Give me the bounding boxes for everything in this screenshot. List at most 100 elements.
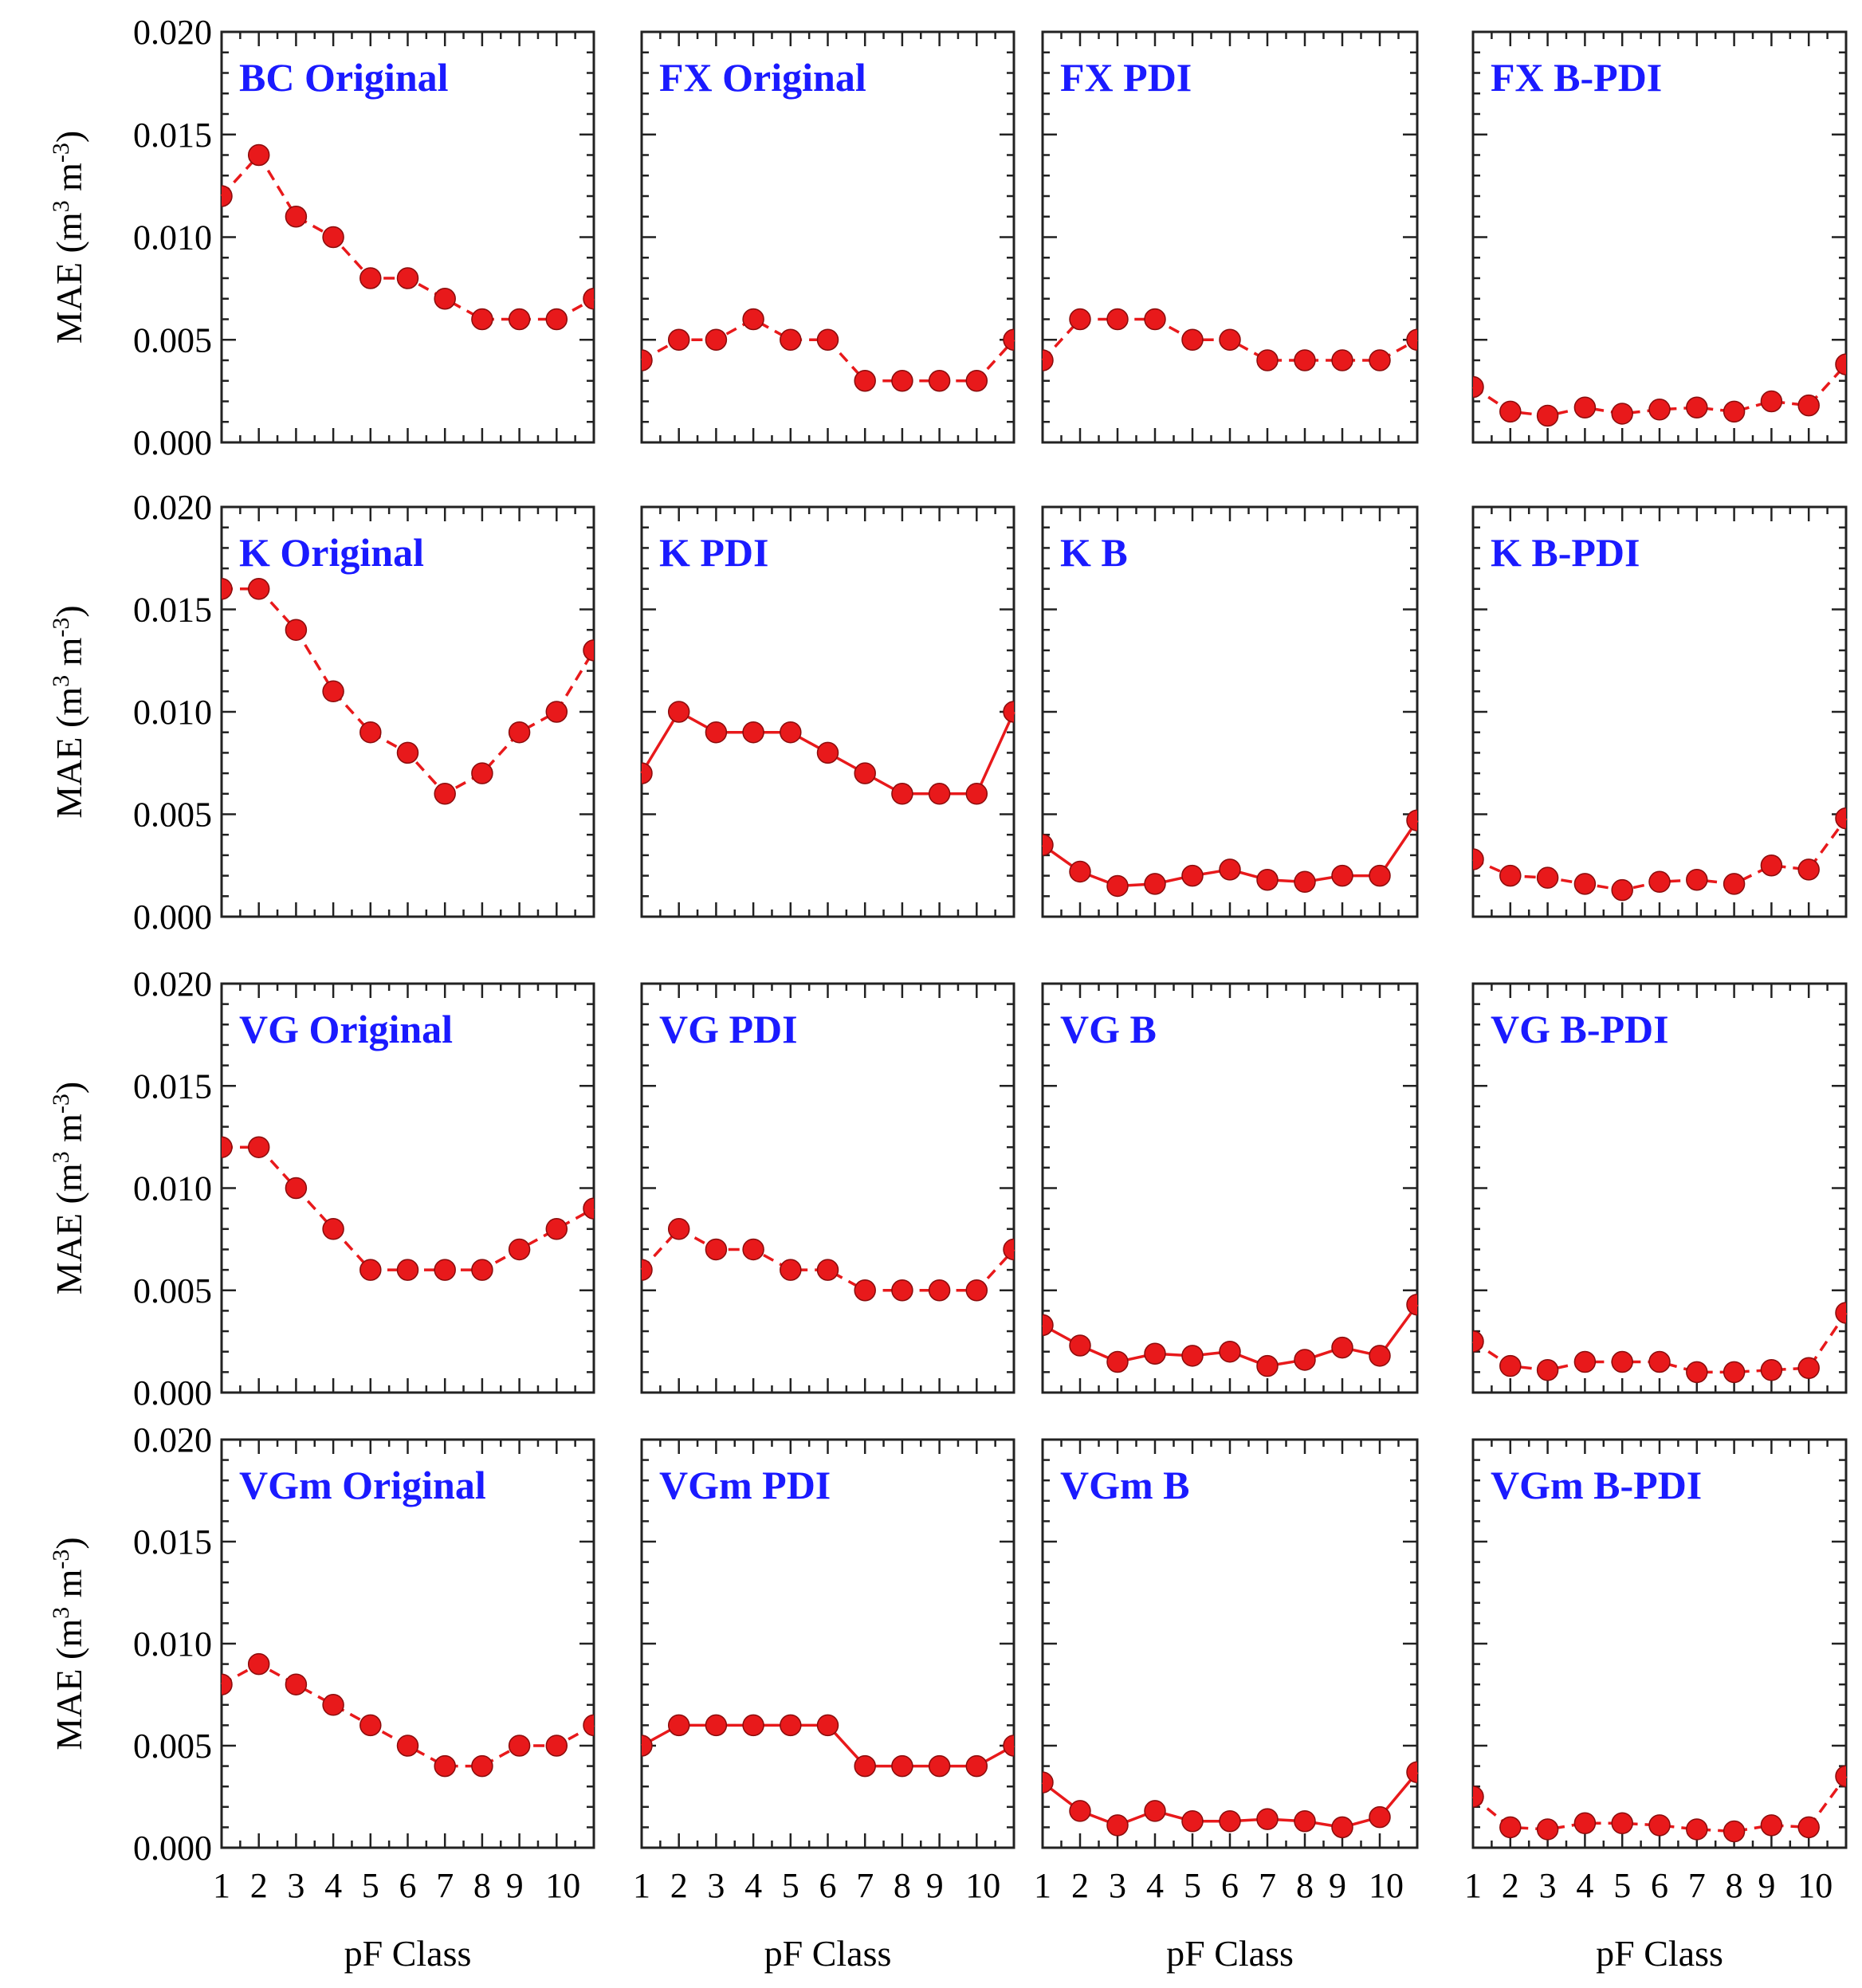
data-point xyxy=(1611,1812,1633,1835)
data-point xyxy=(780,721,802,744)
x-tick-label: 6 xyxy=(819,1866,837,1905)
x-ticks xyxy=(1041,32,1419,442)
data-point xyxy=(667,701,690,723)
data-point xyxy=(1797,1816,1820,1839)
panel-title: FX PDI xyxy=(1060,55,1192,100)
x-tick-label: 2 xyxy=(250,1866,268,1905)
x-tick-label: 2 xyxy=(670,1866,688,1905)
data-point xyxy=(1256,1354,1279,1377)
data-point xyxy=(1256,868,1279,891)
data-point xyxy=(816,741,839,764)
markers xyxy=(1473,1765,1846,1843)
data-point xyxy=(1369,349,1391,371)
y-axis-label-sup2: -3 xyxy=(48,618,74,638)
x-tick-label: 1 xyxy=(1034,1866,1051,1905)
data-point xyxy=(1573,873,1597,895)
data-point xyxy=(583,639,594,662)
y-tick-label: 0.015 xyxy=(133,591,212,630)
data-point xyxy=(545,308,568,331)
data-point xyxy=(1331,1336,1353,1359)
data-point xyxy=(285,619,308,641)
data-point xyxy=(928,1279,951,1302)
data-point xyxy=(1219,328,1241,351)
x-tick-label: 6 xyxy=(1651,1866,1668,1905)
data-point xyxy=(1797,1357,1820,1379)
data-point xyxy=(1106,1814,1129,1837)
data-point xyxy=(891,1279,913,1302)
data-point xyxy=(508,1238,531,1261)
data-point xyxy=(1499,1816,1522,1839)
data-point xyxy=(1760,855,1783,877)
data-point xyxy=(1723,873,1746,895)
x-ticks xyxy=(220,1440,595,1848)
data-point xyxy=(1069,308,1091,331)
y-ticks xyxy=(642,1438,1014,1849)
data-point xyxy=(1181,1345,1204,1367)
y-tick-label: 0.020 xyxy=(133,13,212,52)
data-point xyxy=(1835,1302,1846,1324)
x-tick-label: 4 xyxy=(1576,1866,1593,1905)
panel-title: VG Original xyxy=(239,1007,453,1051)
data-point xyxy=(1294,870,1316,894)
panel-14: VGm PDI 1 2 3 4 5 6 7 8 9 10 pF Class xyxy=(633,1438,1015,1974)
markers xyxy=(222,1136,594,1281)
x-tick-label: 3 xyxy=(707,1866,725,1905)
x-tick-label: 3 xyxy=(1109,1866,1126,1905)
y-tick-label: 0.000 xyxy=(133,1373,212,1412)
data-point xyxy=(780,1259,802,1281)
data-point xyxy=(742,308,764,331)
data-point xyxy=(854,1279,876,1302)
y-tick-label: 0.005 xyxy=(133,1727,212,1766)
panel-10: VG PDI xyxy=(640,982,1015,1394)
data-point xyxy=(705,1714,728,1737)
data-point xyxy=(1499,400,1522,423)
x-ticks xyxy=(1041,1440,1419,1848)
y-axis-label-mid: m xyxy=(49,1569,89,1607)
data-point xyxy=(1648,399,1671,421)
data-point xyxy=(1835,1765,1846,1788)
panel-1: 0.000 0.005 0.010 0.015 0.020 MAE (m3 m-3) BC … xyxy=(48,13,595,462)
data-point xyxy=(891,1754,913,1778)
y-tick-label: 0.000 xyxy=(133,423,212,462)
data-point xyxy=(359,1714,382,1737)
data-point xyxy=(322,226,344,249)
y-tick-label: 0.005 xyxy=(133,1271,212,1310)
data-point xyxy=(1686,868,1708,891)
y-axis-label-main: MAE (m xyxy=(49,687,89,819)
data-point xyxy=(1003,328,1014,351)
data-point xyxy=(1835,353,1846,375)
y-axis-label-main: MAE (m xyxy=(49,1619,89,1750)
data-point xyxy=(705,1238,728,1261)
data-point xyxy=(1219,1809,1241,1833)
y-tick-label: 0.015 xyxy=(133,1067,212,1106)
data-point xyxy=(780,328,802,351)
data-point xyxy=(434,288,456,310)
data-point xyxy=(1106,308,1129,331)
y-axis-label-sup1: 3 xyxy=(48,1607,74,1619)
x-ticks xyxy=(640,984,1015,1393)
data-point xyxy=(434,1259,456,1281)
data-point xyxy=(1648,1350,1671,1373)
data-point xyxy=(965,1279,988,1302)
data-point xyxy=(1573,1812,1597,1835)
data-point xyxy=(1686,396,1708,418)
markers xyxy=(642,308,1014,392)
data-point xyxy=(545,701,568,723)
data-point xyxy=(928,370,951,392)
data-point xyxy=(667,1714,690,1737)
y-ticks xyxy=(222,982,594,1394)
data-point xyxy=(928,783,951,805)
y-axis-label-sup1: 3 xyxy=(48,200,74,212)
panel-8: K B-PDI xyxy=(1471,505,1848,918)
data-point xyxy=(1219,1340,1241,1363)
data-point xyxy=(742,721,764,744)
data-point xyxy=(1473,1786,1484,1808)
data-point xyxy=(780,1714,802,1737)
data-point xyxy=(1648,870,1671,894)
data-point xyxy=(247,1136,270,1158)
markers xyxy=(222,143,594,331)
series-line xyxy=(640,1227,1015,1292)
data-point xyxy=(667,1218,690,1240)
y-tick-label: 0.020 xyxy=(133,1420,212,1460)
